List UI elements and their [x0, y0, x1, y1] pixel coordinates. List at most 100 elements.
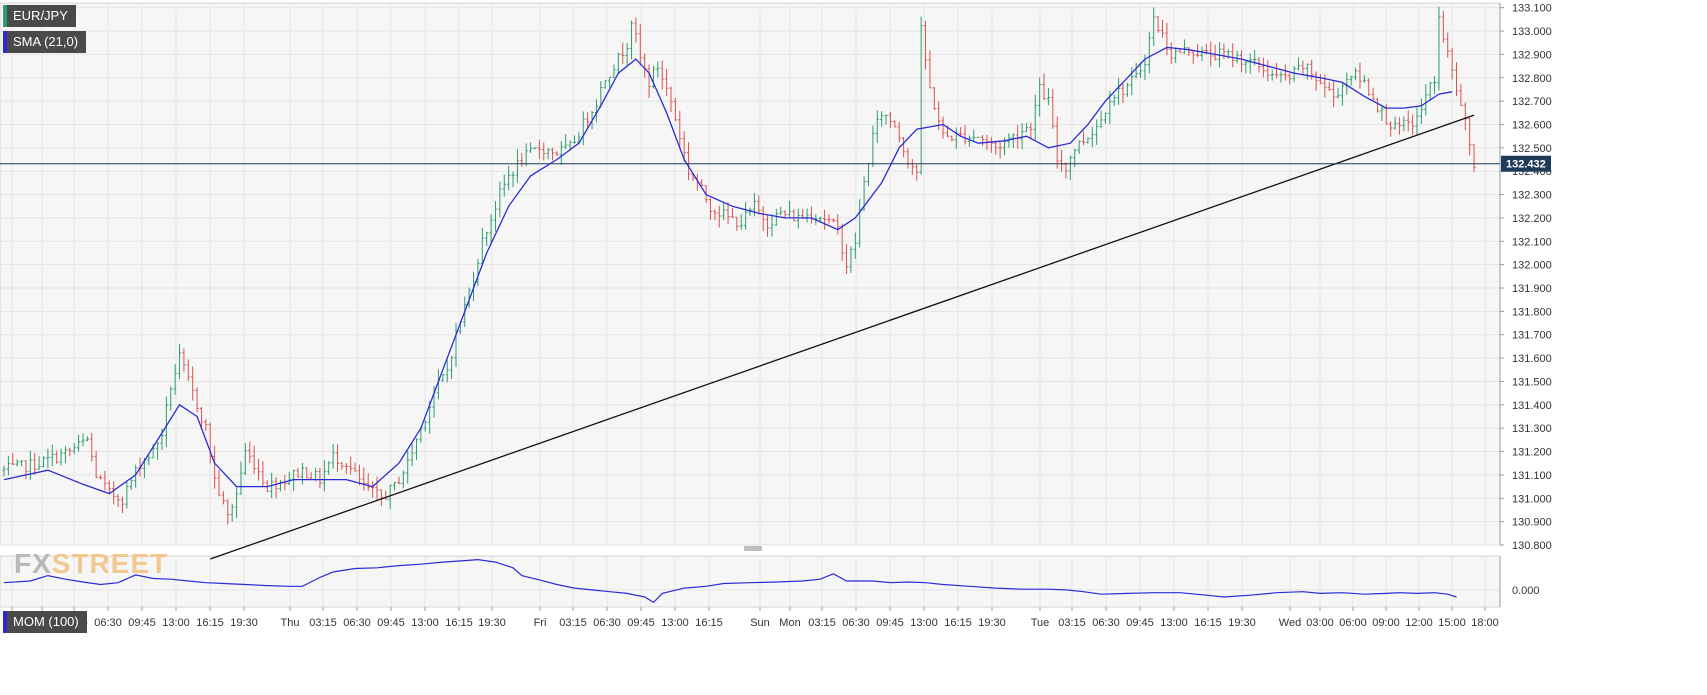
- candle: [1424, 84, 1428, 116]
- candle: [1397, 117, 1402, 135]
- candle: [1213, 44, 1217, 61]
- candle: [33, 452, 37, 475]
- y-tick-label: 132.700: [1512, 96, 1552, 108]
- candle: [1340, 82, 1345, 106]
- candle: [1068, 155, 1072, 181]
- candle: [665, 68, 669, 97]
- x-tick-label: 06:30: [593, 617, 621, 629]
- x-tick-label: 03:15: [1058, 617, 1086, 629]
- candle: [901, 137, 906, 158]
- candle: [1165, 22, 1169, 56]
- candle: [296, 467, 300, 478]
- candle: [880, 111, 884, 127]
- y-tick-label: 131.200: [1512, 447, 1552, 459]
- candle: [1081, 131, 1086, 146]
- candle: [515, 149, 520, 183]
- candle: [362, 467, 366, 491]
- x-tick-label: 06:30: [1092, 617, 1120, 629]
- candle: [1077, 140, 1081, 155]
- y-tick-label: 131.900: [1512, 283, 1552, 295]
- candle: [1055, 116, 1059, 169]
- candle: [213, 445, 217, 489]
- candle: [1437, 6, 1441, 91]
- candle: [678, 110, 682, 150]
- candle: [796, 208, 800, 229]
- candle: [19, 460, 24, 467]
- candle: [261, 461, 265, 487]
- candle: [1362, 75, 1366, 83]
- candle: [1086, 137, 1090, 144]
- candle: [1029, 122, 1033, 140]
- current-price-tag: [1501, 155, 1551, 172]
- candle: [15, 459, 19, 467]
- x-tick-label: 13:00: [910, 617, 938, 629]
- candle: [722, 201, 726, 221]
- candle: [46, 448, 50, 469]
- candle: [1327, 82, 1331, 92]
- candle: [1270, 69, 1274, 81]
- candle: [340, 462, 344, 470]
- candle: [489, 214, 493, 245]
- x-tick-label: 06:30: [343, 617, 371, 629]
- x-tick-label: Mon: [779, 617, 800, 629]
- candle: [2, 465, 6, 477]
- candle: [770, 214, 774, 237]
- candle: [656, 61, 660, 78]
- candle: [414, 438, 419, 460]
- candle: [1266, 60, 1270, 82]
- candle: [660, 60, 664, 90]
- candle: [112, 481, 116, 505]
- candle: [744, 201, 748, 230]
- mom-indicator-label[interactable]: MOM (100): [3, 611, 87, 633]
- symbol-label[interactable]: EUR/JPY: [3, 5, 76, 27]
- candle: [1064, 162, 1068, 179]
- x-tick-label: Sun: [750, 617, 770, 629]
- candle: [90, 432, 94, 462]
- candle: [717, 205, 721, 228]
- candle: [1415, 107, 1419, 136]
- candle: [94, 451, 98, 479]
- candle: [1024, 123, 1029, 133]
- candle: [976, 136, 980, 138]
- candle: [502, 174, 506, 197]
- candle: [1011, 133, 1015, 148]
- candle: [322, 460, 326, 492]
- candle: [134, 464, 138, 488]
- candle: [120, 496, 125, 514]
- x-tick-label: 09:45: [377, 617, 405, 629]
- candle: [1147, 31, 1151, 74]
- sma-indicator-label[interactable]: SMA (21,0): [3, 31, 87, 53]
- candle: [388, 484, 392, 510]
- x-tick-label: 19:30: [1228, 617, 1256, 629]
- candle: [423, 420, 427, 432]
- candle: [708, 197, 713, 221]
- candle: [103, 470, 107, 491]
- candle: [305, 467, 309, 479]
- candle: [204, 419, 208, 431]
- x-tick-label: 13:00: [661, 617, 689, 629]
- candle: [1244, 60, 1248, 74]
- candle: [507, 166, 511, 191]
- y-tick-label: 131.000: [1512, 493, 1552, 505]
- candle: [1441, 10, 1445, 44]
- candle: [919, 16, 923, 175]
- candle: [950, 135, 954, 142]
- candle: [11, 452, 15, 466]
- candle: [915, 163, 919, 181]
- x-tick-label: 09:45: [128, 617, 156, 629]
- candle: [24, 460, 28, 480]
- candle: [77, 434, 81, 452]
- candle: [1283, 64, 1287, 81]
- candle: [173, 364, 177, 395]
- candle: [1393, 116, 1397, 130]
- candle: [967, 135, 972, 147]
- candle: [1235, 50, 1239, 64]
- candle: [1152, 7, 1156, 47]
- candle: [792, 209, 796, 222]
- candle: [1358, 62, 1362, 89]
- candle: [243, 442, 247, 476]
- candle: [195, 387, 199, 413]
- candle: [836, 214, 840, 235]
- x-tick-label: 15:00: [1438, 617, 1466, 629]
